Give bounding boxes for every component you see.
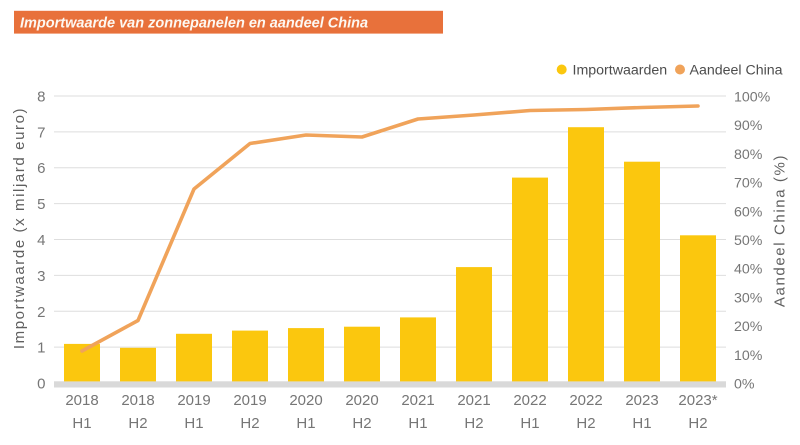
svg-text:H1: H1 (184, 415, 203, 432)
svg-text:2018: 2018 (121, 392, 154, 409)
svg-text:H1: H1 (72, 415, 91, 432)
svg-text:H2: H2 (240, 415, 259, 432)
svg-text:2022: 2022 (513, 392, 546, 409)
svg-text:Aandeel China: Aandeel China (690, 63, 783, 79)
svg-text:1: 1 (37, 340, 45, 357)
svg-text:40%: 40% (734, 262, 763, 278)
svg-text:0: 0 (37, 376, 45, 393)
svg-text:Aandeel China (%): Aandeel China (%) (772, 154, 789, 307)
svg-text:2023: 2023 (625, 392, 658, 409)
svg-text:2021: 2021 (401, 392, 434, 409)
svg-text:2021: 2021 (457, 392, 490, 409)
svg-text:2019: 2019 (233, 392, 266, 409)
svg-text:10%: 10% (734, 348, 763, 364)
svg-text:4: 4 (37, 232, 45, 249)
svg-text:6: 6 (37, 160, 45, 177)
svg-text:H1: H1 (408, 415, 427, 432)
svg-text:H1: H1 (296, 415, 315, 432)
svg-text:100%: 100% (734, 90, 771, 106)
svg-text:80%: 80% (734, 147, 763, 163)
svg-text:2020: 2020 (289, 392, 322, 409)
svg-text:2023*: 2023* (678, 392, 717, 409)
svg-text:2020: 2020 (345, 392, 378, 409)
svg-text:H2: H2 (688, 415, 707, 432)
svg-text:30%: 30% (734, 290, 763, 306)
svg-text:H2: H2 (352, 415, 371, 432)
svg-text:7: 7 (37, 124, 45, 141)
svg-text:2022: 2022 (569, 392, 602, 409)
svg-text:H1: H1 (520, 415, 539, 432)
svg-text:3: 3 (37, 268, 45, 285)
svg-text:20%: 20% (734, 319, 763, 335)
svg-text:H2: H2 (576, 415, 595, 432)
svg-text:H2: H2 (128, 415, 147, 432)
svg-text:H1: H1 (632, 415, 651, 432)
svg-text:60%: 60% (734, 204, 763, 220)
svg-text:2018: 2018 (65, 392, 98, 409)
svg-text:5: 5 (37, 196, 45, 213)
svg-text:0%: 0% (734, 377, 755, 393)
svg-text:2019: 2019 (177, 392, 210, 409)
svg-text:90%: 90% (734, 118, 763, 134)
svg-text:70%: 70% (734, 176, 763, 192)
svg-text:2: 2 (37, 304, 45, 321)
svg-text:Importwaarde (x miljard euro): Importwaarde (x miljard euro) (11, 107, 28, 349)
svg-text:Importwaarden: Importwaarden (573, 63, 668, 79)
svg-text:8: 8 (37, 89, 45, 106)
svg-text:Importwaarde van zonnepanelen: Importwaarde van zonnepanelen en aandeel… (20, 15, 368, 31)
svg-text:50%: 50% (734, 233, 763, 249)
svg-text:H2: H2 (464, 415, 483, 432)
